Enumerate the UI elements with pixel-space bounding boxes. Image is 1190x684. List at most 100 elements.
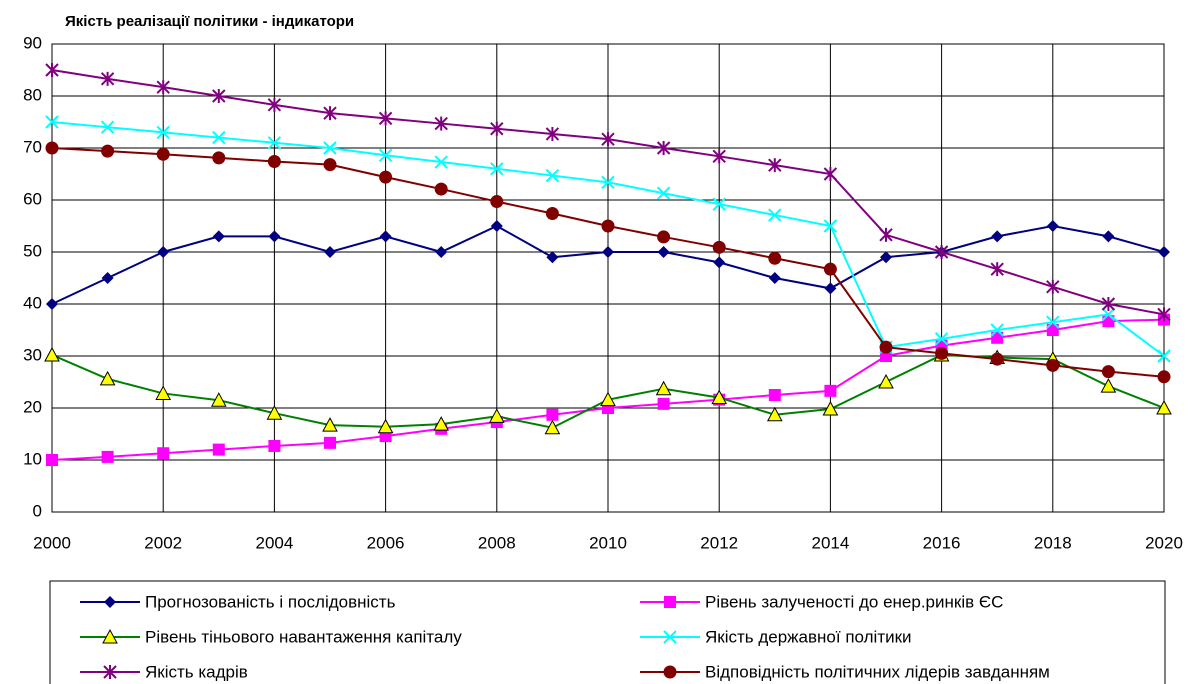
data-point	[268, 439, 281, 452]
data-point	[544, 419, 561, 435]
data-point-part	[878, 373, 894, 389]
x-tick-label: 2004	[255, 533, 293, 552]
legend-label: Якість державної політики	[705, 627, 912, 646]
data-point	[711, 389, 728, 405]
data-point	[713, 256, 726, 269]
data-point	[657, 246, 670, 258]
data-point	[157, 447, 170, 460]
data-point	[212, 151, 226, 165]
data-point	[879, 227, 893, 242]
data-point-part	[879, 340, 893, 354]
data-point-part	[378, 148, 393, 162]
data-point-part	[1157, 370, 1171, 384]
data-point	[267, 97, 282, 112]
data-point	[377, 418, 394, 434]
x-tick-label: 2016	[923, 533, 961, 552]
data-point	[1157, 349, 1171, 363]
data-point-part	[656, 186, 671, 200]
data-point	[434, 182, 448, 196]
data-point	[156, 125, 170, 140]
legend-box	[49, 580, 1166, 684]
data-point-part	[101, 144, 115, 158]
data-point	[880, 350, 892, 362]
legend-marker-part	[663, 665, 677, 679]
data-point	[768, 389, 781, 401]
data-point	[1157, 370, 1171, 384]
data-point	[712, 240, 726, 254]
data-point	[1046, 324, 1059, 336]
data-point-part	[768, 389, 781, 401]
data-point-part	[1046, 324, 1059, 336]
data-point	[490, 195, 504, 209]
data-point-part	[435, 246, 448, 258]
data-point-part	[880, 350, 892, 362]
data-point	[266, 405, 283, 420]
data-point-part	[434, 155, 448, 169]
data-point	[602, 246, 614, 258]
data-point	[824, 384, 837, 397]
data-point-part	[545, 168, 560, 183]
data-point-part	[45, 115, 59, 129]
data-point	[46, 454, 58, 466]
y-tick-label: 10	[23, 449, 42, 468]
data-point	[1100, 378, 1117, 393]
data-point-part	[768, 251, 782, 265]
data-point	[378, 148, 393, 162]
data-point	[545, 168, 560, 183]
data-point	[101, 144, 115, 158]
data-point	[1156, 399, 1172, 415]
data-point	[435, 246, 448, 258]
data-point-part	[991, 331, 1004, 344]
data-point	[157, 246, 170, 258]
legend-marker	[663, 630, 677, 644]
data-point	[433, 416, 450, 431]
data-point	[488, 408, 505, 423]
data-point-part	[46, 298, 58, 310]
y-tick-label: 70	[23, 137, 42, 156]
data-point-part	[546, 251, 559, 264]
legend-marker	[664, 596, 676, 608]
data-point-part	[600, 391, 616, 407]
data-point-part	[713, 256, 726, 269]
data-point	[267, 136, 282, 150]
data-point	[1101, 297, 1116, 311]
data-point	[823, 219, 838, 233]
legend-label: Прогнозованість і послідовність	[145, 592, 396, 611]
data-point	[1157, 307, 1171, 322]
data-point-part	[212, 230, 225, 243]
x-tick-label: 2018	[1034, 533, 1072, 552]
data-point	[1158, 246, 1170, 258]
data-point	[768, 251, 782, 265]
y-tick-label: 50	[23, 241, 42, 260]
data-point	[100, 120, 115, 134]
data-point-part	[434, 182, 448, 196]
data-point	[546, 408, 559, 421]
legend-label: Рівень тіньового навантаження капіталу	[145, 627, 462, 646]
data-point-part	[379, 230, 392, 243]
legend-label: Рівень залученості до енер.ринків ЄС	[705, 592, 1003, 611]
data-point-part	[1101, 307, 1116, 322]
data-point	[212, 89, 226, 103]
data-point	[823, 167, 838, 181]
x-tick-label: 2020	[1145, 533, 1183, 552]
legend-marker	[104, 596, 116, 608]
data-point-part	[268, 230, 281, 243]
data-point	[824, 282, 837, 295]
data-point	[822, 400, 839, 416]
data-point	[212, 230, 225, 243]
data-point-part	[324, 436, 336, 449]
data-point	[768, 272, 781, 284]
data-point-part	[1100, 378, 1117, 393]
data-point-part	[267, 155, 281, 169]
data-point-part	[267, 136, 282, 150]
data-point	[100, 71, 115, 86]
data-point	[322, 417, 338, 432]
data-point	[934, 332, 949, 346]
data-point-part	[101, 450, 114, 463]
data-point	[1046, 358, 1060, 372]
x-tick-label: 2014	[811, 533, 849, 552]
legend-marker-part	[102, 628, 118, 644]
data-point-part	[490, 220, 503, 232]
data-point-part	[824, 384, 837, 397]
data-point-part	[990, 323, 1004, 337]
